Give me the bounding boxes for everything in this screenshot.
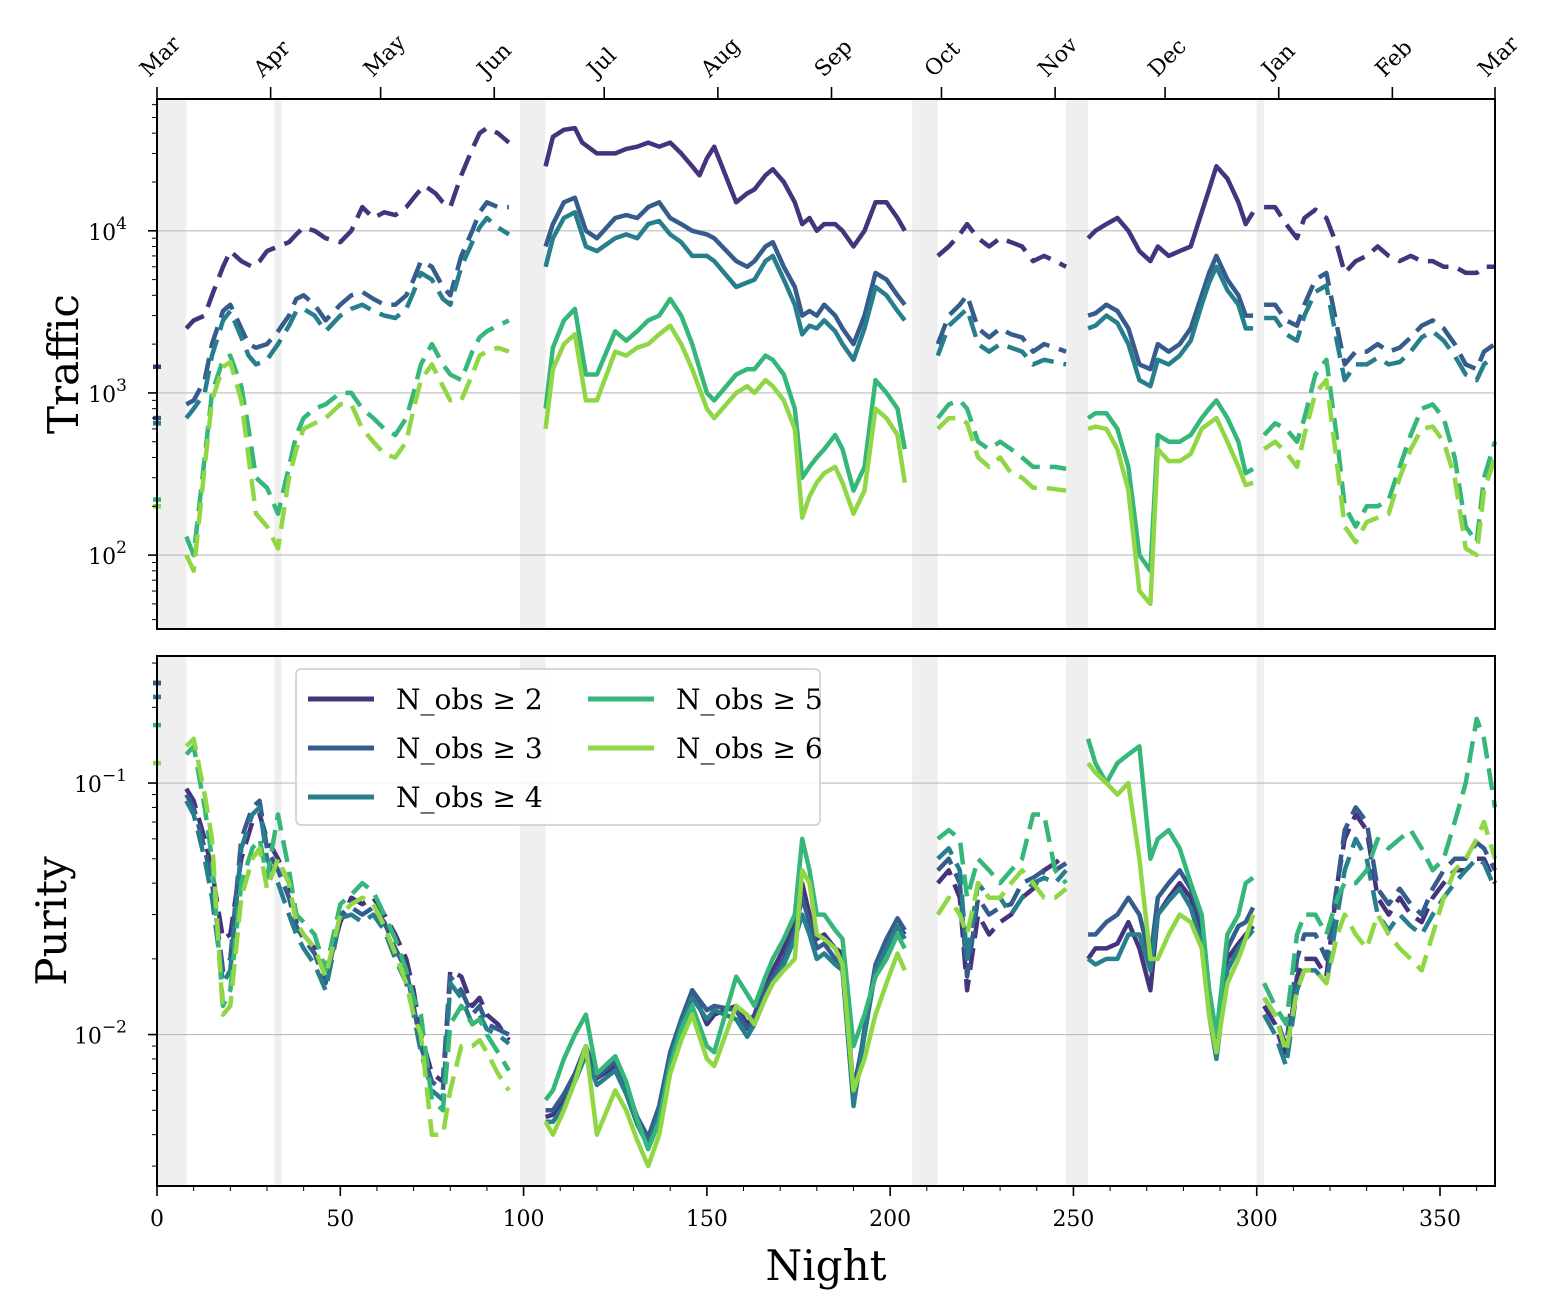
series-0-segment bbox=[1086, 880, 1255, 1049]
legend-label-3: N_obs ≥ 5 bbox=[676, 683, 823, 716]
shaded-gap-4 bbox=[1066, 99, 1089, 629]
x-tick-label-7: 350 bbox=[1419, 1207, 1461, 1232]
series-4-segment bbox=[1087, 415, 1254, 607]
x-tick-label-1: 50 bbox=[326, 1207, 354, 1232]
series-1-segment bbox=[1088, 868, 1256, 1037]
series-0-segment bbox=[1086, 164, 1256, 264]
series-1-segment bbox=[935, 293, 1067, 354]
y-tick-exponent-1: 3 bbox=[116, 376, 127, 396]
series-2-segment bbox=[543, 210, 907, 363]
series-2-segment bbox=[1087, 264, 1254, 389]
series-4-segment bbox=[1262, 377, 1498, 558]
traffic-shaded-gaps bbox=[157, 99, 1265, 629]
series-3-segment bbox=[184, 744, 511, 1113]
series-2-segment bbox=[184, 799, 511, 1103]
shaded-gap-0 bbox=[157, 99, 187, 629]
x-tick-label-6: 300 bbox=[1236, 1207, 1278, 1232]
series-4-segment bbox=[543, 868, 907, 1169]
series-2-segment bbox=[1086, 886, 1255, 1062]
y-tick-exponent-2: 4 bbox=[116, 214, 127, 234]
x-tick-label-4: 200 bbox=[869, 1207, 911, 1232]
x-tick-label-0: 0 bbox=[150, 1207, 164, 1232]
series-4-segment bbox=[1086, 761, 1256, 1055]
series-3-segment bbox=[543, 836, 907, 1152]
series-0-segment bbox=[1264, 204, 1495, 276]
series-1-segment bbox=[543, 195, 907, 347]
night-x-ticks: 0 50 100 150 200 250 300 350 bbox=[150, 1186, 1478, 1232]
shaded-gap-5 bbox=[1256, 656, 1265, 1186]
series-2-segment bbox=[1264, 283, 1497, 383]
x-tick-label-3: 150 bbox=[686, 1207, 728, 1232]
series-1-segment bbox=[1264, 270, 1497, 372]
series-4-segment bbox=[543, 323, 908, 520]
traffic-plot-frame bbox=[156, 98, 1496, 630]
series-3-segment bbox=[1085, 738, 1255, 1037]
series-3-segment bbox=[543, 296, 908, 493]
series-0-segment bbox=[936, 221, 1068, 269]
traffic-gridlines bbox=[157, 230, 1495, 556]
series-3-segment bbox=[1262, 716, 1498, 1027]
series-3-segment bbox=[184, 318, 510, 558]
purity-series-lines bbox=[153, 680, 1498, 1169]
series-4-segment bbox=[184, 736, 511, 1137]
series-4-segment bbox=[936, 415, 1067, 493]
series-4-segment bbox=[935, 868, 1068, 937]
x-tick-label-2: 100 bbox=[503, 1207, 545, 1232]
series-2-segment bbox=[184, 215, 511, 420]
y-tick-exponent-0: −2 bbox=[102, 1018, 127, 1038]
y-tick-exponent-1: −1 bbox=[102, 766, 127, 786]
series-0-segment bbox=[184, 125, 511, 330]
series-4-segment bbox=[1262, 819, 1498, 1055]
shaded-gap-3 bbox=[912, 656, 938, 1186]
shaded-gap-2 bbox=[519, 99, 546, 629]
y-tick-exponent-0: 2 bbox=[116, 538, 127, 558]
legend: N_obs ≥ 2 N_obs ≥ 3 N_obs ≥ 4 N_obs ≥ 5 N_ob… bbox=[295, 668, 823, 826]
series-0-segment bbox=[1262, 812, 1498, 1062]
series-1-segment bbox=[1087, 253, 1254, 372]
shaded-gap-0 bbox=[157, 656, 187, 1186]
series-3-segment bbox=[936, 398, 1067, 472]
shaded-gap-1 bbox=[274, 656, 282, 1186]
series-3-segment bbox=[1086, 398, 1255, 574]
night-x-axis-label: Night bbox=[766, 1241, 887, 1290]
series-3-segment bbox=[1262, 357, 1498, 545]
legend-label-4: N_obs ≥ 6 bbox=[676, 732, 823, 765]
series-2-segment bbox=[935, 306, 1067, 367]
legend-box bbox=[295, 668, 821, 826]
purity-y-axis-label: Purity bbox=[27, 856, 76, 986]
x-tick-label-5: 250 bbox=[1052, 1207, 1094, 1232]
shaded-gap-4 bbox=[1066, 656, 1089, 1186]
legend-label-2: N_obs ≥ 4 bbox=[396, 781, 543, 814]
purity-plot-frame bbox=[156, 655, 1496, 1187]
series-1-segment bbox=[1262, 805, 1498, 1049]
shaded-gap-5 bbox=[1256, 99, 1265, 629]
legend-label-1: N_obs ≥ 3 bbox=[396, 732, 543, 765]
purity-panel: 10−210−1 0 50 100 150 200 250 300 350 Purity Ni… bbox=[27, 655, 1498, 1290]
shaded-gap-3 bbox=[912, 99, 938, 629]
series-1-segment bbox=[185, 200, 509, 407]
series-3-segment bbox=[936, 812, 1068, 900]
traffic-series-lines bbox=[153, 125, 1498, 607]
legend-label-0: N_obs ≥ 2 bbox=[396, 683, 543, 716]
shaded-gap-1 bbox=[274, 99, 282, 629]
series-0-segment bbox=[543, 125, 907, 249]
traffic-y-axis-label: Traffic bbox=[39, 294, 88, 434]
